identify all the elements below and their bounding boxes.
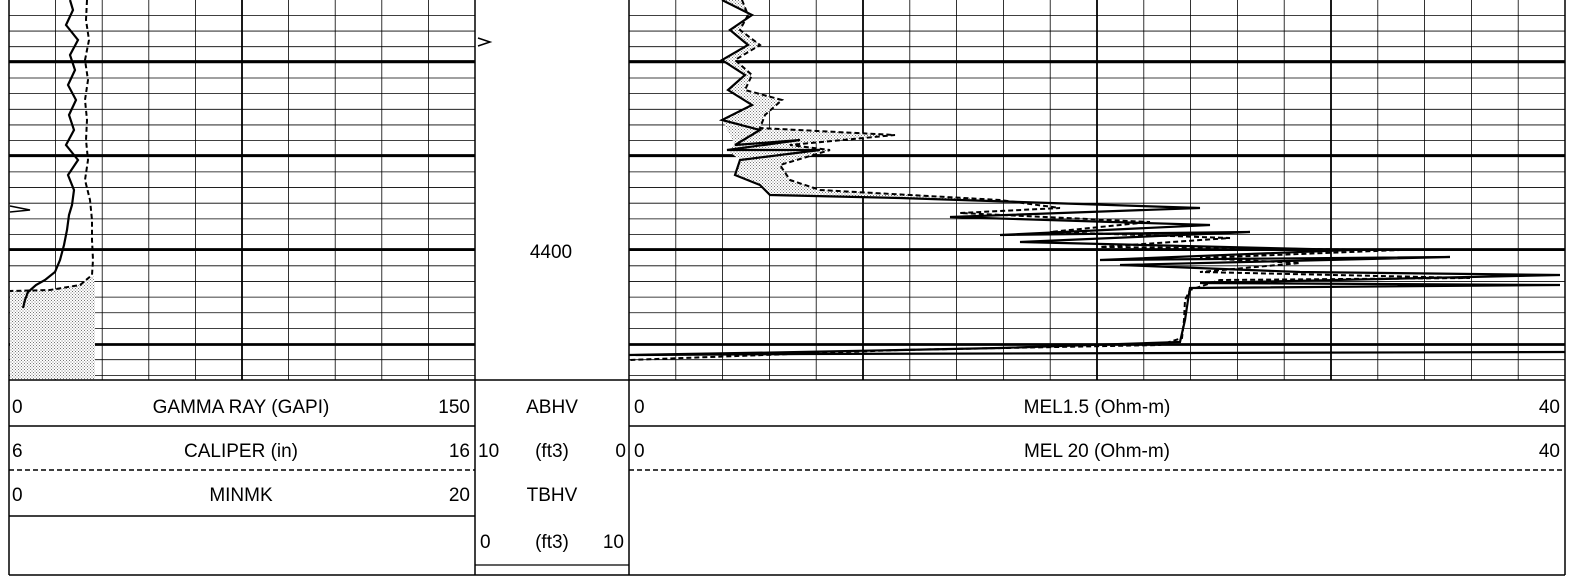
caliper-label: CALIPER (in) [184, 441, 298, 462]
marker-tick-depth [477, 37, 493, 47]
resistivity-separation-fill [722, 0, 1000, 200]
minmk-label: MINMK [209, 485, 273, 506]
tbhv-unit: (ft3) [535, 532, 569, 553]
abhv-label: ABHV [526, 397, 578, 418]
mel20-curve [628, 0, 1471, 361]
tbhv-min: 0 [480, 532, 491, 553]
gamma-caliper-fill [10, 275, 95, 379]
mel20-label: MEL 20 (Ohm-m) [1024, 441, 1170, 462]
mel15-curve [628, 0, 1566, 357]
gamma-ray-label: GAMMA RAY (GAPI) [153, 397, 330, 418]
mel15-label: MEL1.5 (Ohm-m) [1024, 397, 1171, 418]
mel20-min: 0 [634, 441, 645, 462]
gamma-ray-max: 150 [438, 397, 470, 418]
abhv-unit: (ft3) [535, 441, 569, 462]
gamma-ray-curve [21, 0, 80, 309]
tbhv-max: 10 [603, 532, 624, 553]
caliper-curve [9, 0, 95, 292]
track-2-grid [629, 0, 1565, 380]
track-borders [8, 0, 1566, 576]
caliper-max: 16 [449, 441, 470, 462]
minmk-min: 0 [12, 485, 23, 506]
depth-label: 4400 [530, 242, 572, 263]
marker-tick-left [9, 205, 31, 213]
mel15-max: 40 [1539, 397, 1560, 418]
mel20-max: 40 [1539, 441, 1560, 462]
header-separators [9, 425, 1565, 566]
mel15-min: 0 [634, 397, 645, 418]
abhv-max: 0 [615, 441, 626, 462]
gamma-ray-min: 0 [12, 397, 23, 418]
tbhv-label: TBHV [527, 485, 578, 506]
abhv-min: 10 [478, 441, 499, 462]
track-1-grid [9, 0, 475, 380]
caliper-min: 6 [12, 441, 23, 462]
minmk-max: 20 [449, 485, 470, 506]
